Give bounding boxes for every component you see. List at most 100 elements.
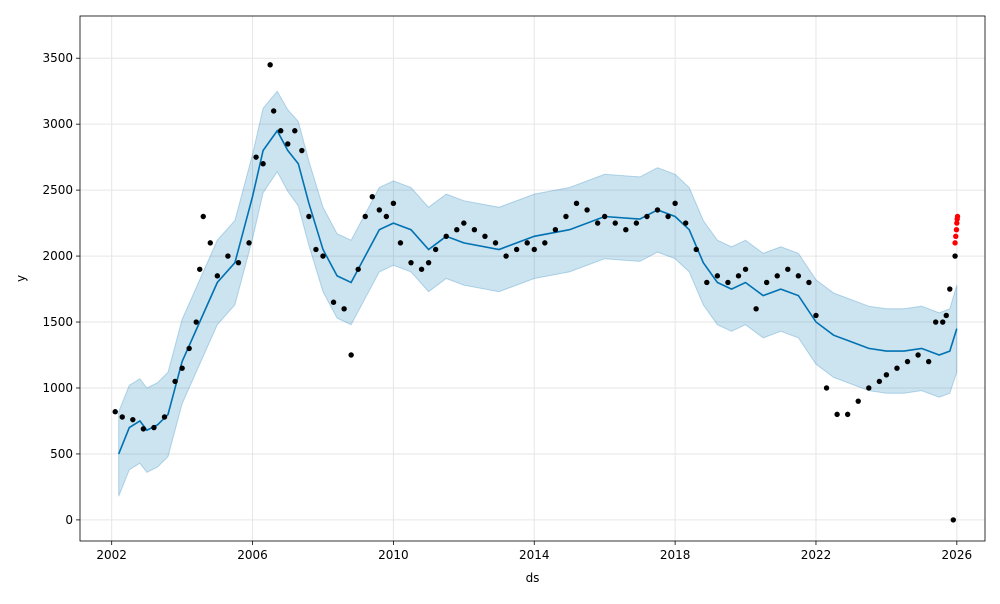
data-point xyxy=(795,273,802,279)
data-point xyxy=(443,233,449,239)
x-tick-label: 2010 xyxy=(378,548,409,562)
data-point xyxy=(172,378,178,385)
data-point xyxy=(531,246,537,253)
data-point xyxy=(299,147,305,154)
data-point xyxy=(933,319,939,325)
data-point xyxy=(207,240,213,246)
data-point xyxy=(513,246,520,253)
forecast-line-group xyxy=(117,129,958,455)
data-point xyxy=(644,213,650,220)
data-point xyxy=(425,259,432,266)
recent-point xyxy=(953,233,959,239)
data-point xyxy=(834,411,840,418)
data-point xyxy=(594,220,601,226)
recent-point xyxy=(953,226,960,233)
x-tick-label: 2006 xyxy=(237,548,268,562)
data-point xyxy=(693,246,699,253)
data-point xyxy=(623,226,629,233)
data-point xyxy=(225,253,231,259)
data-point xyxy=(943,312,949,319)
y-axis-label: y xyxy=(14,275,28,282)
data-point xyxy=(130,416,136,423)
data-point xyxy=(654,207,661,213)
uncertainty-band-area xyxy=(118,91,957,497)
data-point xyxy=(682,220,689,226)
data-point xyxy=(253,154,259,160)
data-point xyxy=(735,273,742,279)
data-point xyxy=(285,141,291,147)
data-point xyxy=(197,266,203,272)
data-point xyxy=(774,273,780,279)
data-point xyxy=(503,253,509,259)
data-point xyxy=(200,213,206,220)
data-point xyxy=(866,385,872,391)
data-point xyxy=(383,213,390,220)
recent-point xyxy=(954,220,960,226)
grid xyxy=(80,16,985,541)
data-point xyxy=(235,259,242,266)
data-point xyxy=(246,240,252,246)
data-point xyxy=(397,240,404,246)
data-point xyxy=(813,312,819,319)
data-point xyxy=(883,372,890,378)
data-point xyxy=(408,259,414,266)
data-point xyxy=(947,286,953,292)
data-point xyxy=(894,365,900,371)
data-point xyxy=(320,253,326,259)
data-point xyxy=(573,200,580,207)
data-point xyxy=(260,161,266,167)
data-point xyxy=(584,207,590,213)
y-tick-label: 2000 xyxy=(42,249,73,263)
data-point xyxy=(704,279,710,286)
data-point xyxy=(633,220,640,226)
observed-points xyxy=(112,62,961,523)
x-tick-label: 2014 xyxy=(519,548,550,562)
data-point xyxy=(940,319,946,325)
data-point xyxy=(601,213,608,220)
data-point xyxy=(348,352,354,358)
data-point xyxy=(952,253,958,259)
data-point xyxy=(552,226,559,233)
y-tick-label: 3000 xyxy=(42,117,73,131)
data-point xyxy=(151,424,157,431)
data-point xyxy=(665,213,671,220)
data-point xyxy=(362,213,368,220)
data-point xyxy=(524,240,530,246)
data-point xyxy=(193,319,199,325)
data-point xyxy=(714,273,721,279)
data-point xyxy=(355,266,361,272)
data-point xyxy=(341,306,347,312)
y-tick-label: 0 xyxy=(65,513,73,527)
y-tick-label: 500 xyxy=(50,447,73,461)
data-point xyxy=(390,200,397,207)
data-point xyxy=(292,128,298,134)
y-tick-label: 1000 xyxy=(42,381,73,395)
x-axis-label: ds xyxy=(526,571,540,585)
x-axis-ticks: 2002 2006 2010 2014 2018 2022 2026 xyxy=(96,541,972,562)
data-point xyxy=(855,398,861,404)
data-point xyxy=(179,365,185,371)
recent-point xyxy=(954,213,961,220)
data-point xyxy=(306,213,312,220)
data-point xyxy=(563,213,569,220)
data-point xyxy=(270,108,277,114)
data-point xyxy=(119,414,125,420)
y-tick-label: 3500 xyxy=(42,51,73,65)
data-point xyxy=(844,411,851,418)
data-point xyxy=(471,226,478,233)
data-point xyxy=(542,240,548,246)
data-point xyxy=(925,358,932,365)
data-point xyxy=(278,128,284,134)
y-tick-label: 2500 xyxy=(42,183,73,197)
uncertainty-band xyxy=(118,90,958,497)
x-tick-label: 2026 xyxy=(942,548,973,562)
data-point xyxy=(806,279,812,286)
data-point xyxy=(904,358,911,365)
data-point xyxy=(823,385,830,391)
data-point xyxy=(461,220,467,226)
data-point xyxy=(330,299,337,305)
data-point xyxy=(753,306,759,312)
